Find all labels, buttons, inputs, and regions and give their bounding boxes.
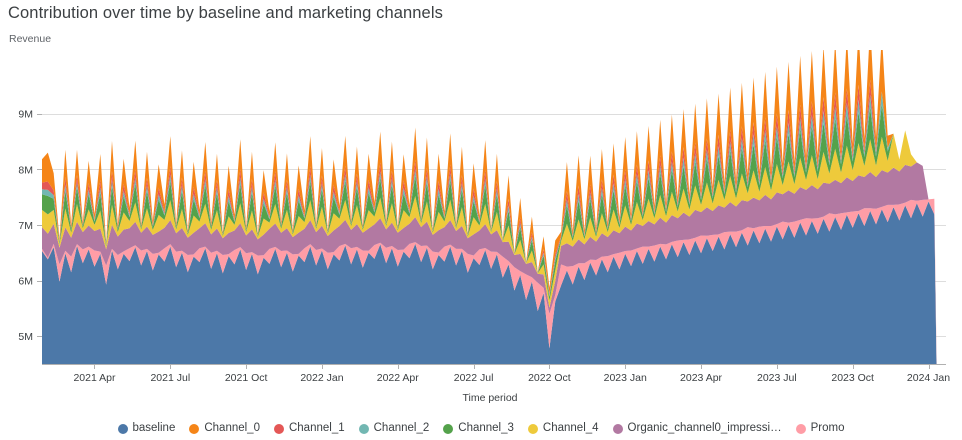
axes-group xyxy=(37,114,946,369)
x-axis-tick-label: 2021 Jul xyxy=(150,372,190,384)
legend-swatch-icon xyxy=(527,424,538,434)
x-axis-tick-label: 2022 Jan xyxy=(300,372,343,384)
area-series-promo[interactable] xyxy=(42,198,946,440)
legend-item-channel-1[interactable]: Channel_1 xyxy=(273,422,345,435)
chart-legend[interactable]: baseline Channel_0 Channel_1 Channel_2 Chann… xyxy=(0,418,962,440)
x-axis-tick-label: 2022 Jul xyxy=(454,372,494,384)
legend-item-channel-4[interactable]: Channel_4 xyxy=(527,422,599,435)
area-series-channel-4[interactable] xyxy=(42,130,946,440)
area-series-channel-3[interactable] xyxy=(42,104,946,440)
y-axis-tick-label: 7M xyxy=(18,220,33,232)
y-axis-tick-label: 5M xyxy=(18,331,33,343)
legend-item-label: Channel_4 xyxy=(542,422,599,435)
legend-swatch-icon xyxy=(443,424,454,434)
x-axis-title: Time period xyxy=(462,392,517,404)
x-axis-tick-label: 2023 Jul xyxy=(757,372,797,384)
legend-item-baseline[interactable]: baseline xyxy=(117,422,176,435)
legend-swatch-icon xyxy=(117,424,128,434)
legend-item-label: Channel_2 xyxy=(373,422,430,435)
legend-swatch-icon xyxy=(612,424,623,434)
legend-item-channel-3[interactable]: Channel_3 xyxy=(443,423,514,435)
x-axis-tick-label: 2021 Apr xyxy=(73,372,116,384)
chart-subtitle: Revenue xyxy=(9,33,52,45)
x-axis-tick-label: 2022 Apr xyxy=(377,372,420,384)
x-axis-tick-label: 2024 Jan xyxy=(907,372,950,384)
legend-item-label: Channel_3 xyxy=(458,422,514,435)
x-axis-tick-label: 2022 Oct xyxy=(528,372,571,384)
legend-swatch-icon xyxy=(189,424,200,434)
legend-item-channel-2[interactable]: Channel_2 xyxy=(358,422,430,435)
legend-item-organic-channel0-impressi[interactable]: Organic_channel0_impressi… xyxy=(612,422,782,435)
x-axis-tick-label: 2021 Oct xyxy=(225,372,268,384)
legend-item-label: Channel_1 xyxy=(288,422,345,435)
x-axis-tick-labels: 2021 Apr 2021 Jul 2021 Oct 2022 Jan 2022 Apr… xyxy=(73,372,950,384)
legend-item-promo[interactable]: Promo xyxy=(795,422,845,435)
y-axis-tick-label: 6M xyxy=(18,276,33,288)
area-series-group[interactable] xyxy=(42,24,946,440)
area-series-channel-0[interactable] xyxy=(42,24,946,440)
y-axis-tick-labels: 5M 6M 7M 8M 9M xyxy=(18,109,33,344)
y-axis-tick-label: 8M xyxy=(18,164,33,176)
legend-item-label: Organic_channel0_impressi… xyxy=(627,422,782,435)
legend-swatch-icon xyxy=(795,424,806,434)
legend-item-label: baseline xyxy=(132,422,176,435)
x-axis-tick-label: 2023 Jan xyxy=(604,372,647,384)
x-axis-tick-label: 2023 Oct xyxy=(831,372,874,384)
y-axis-tick-label: 9M xyxy=(18,109,33,121)
legend-item-label: Channel_0 xyxy=(204,422,260,435)
area-series-organic-channel0-impressi[interactable] xyxy=(42,162,946,440)
page-title: Contribution over time by baseline and m… xyxy=(8,4,443,22)
x-axis-tick-label: 2023 Apr xyxy=(680,372,723,384)
area-series-baseline[interactable] xyxy=(42,201,946,440)
legend-item-label: Promo xyxy=(810,422,845,435)
legend-swatch-icon xyxy=(358,424,369,434)
legend-item-channel-0[interactable]: Channel_0 xyxy=(189,423,260,435)
legend-swatch-icon xyxy=(273,424,284,434)
